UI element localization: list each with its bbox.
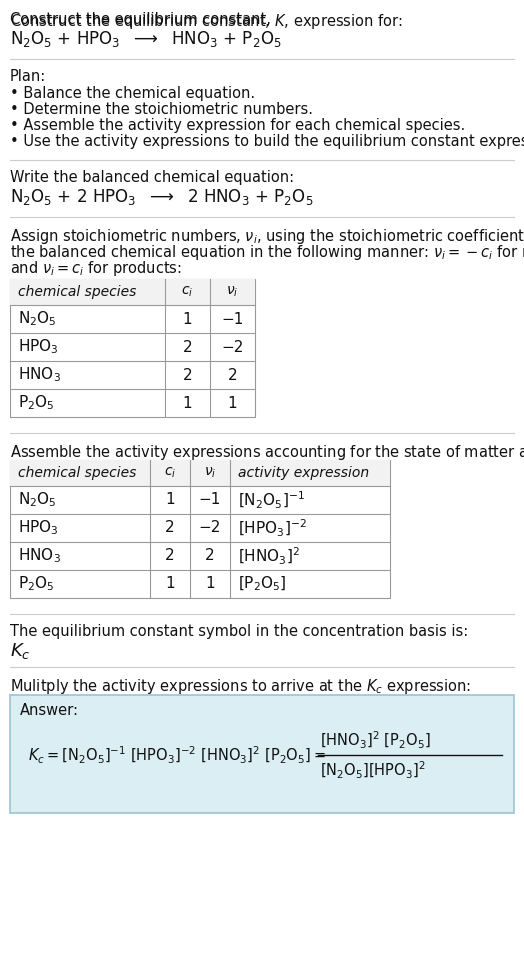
Text: $[\mathregular{HNO_3}]^2\ [\mathregular{P_2O_5}]$: $[\mathregular{HNO_3}]^2\ [\mathregular{… [320, 730, 431, 751]
Text: $K_c$: $K_c$ [10, 641, 30, 661]
Text: $[\mathregular{N_2O_5}][\mathregular{HPO_3}]^2$: $[\mathregular{N_2O_5}][\mathregular{HPO… [320, 760, 425, 781]
Text: −2: −2 [221, 339, 244, 355]
Text: $\mathregular{N_2O_5}$: $\mathregular{N_2O_5}$ [18, 310, 57, 328]
Text: 1: 1 [228, 395, 237, 410]
Text: 2: 2 [205, 549, 215, 564]
Text: Assign stoichiometric numbers, $\nu_i$, using the stoichiometric coefficients, $: Assign stoichiometric numbers, $\nu_i$, … [10, 227, 524, 246]
Text: $K_c = [\mathregular{N_2O_5}]^{-1}\ [\mathregular{HPO_3}]^{-2}\ [\mathregular{HN: $K_c = [\mathregular{N_2O_5}]^{-1}\ [\ma… [28, 744, 326, 765]
Text: 1: 1 [165, 493, 175, 507]
Text: $[\mathregular{HPO_3}]^{-2}$: $[\mathregular{HPO_3}]^{-2}$ [238, 518, 307, 539]
Text: $\mathregular{P_2O_5}$: $\mathregular{P_2O_5}$ [18, 393, 54, 412]
Text: chemical species: chemical species [18, 466, 136, 480]
FancyBboxPatch shape [10, 695, 514, 813]
Text: −1: −1 [199, 493, 221, 507]
Text: $[\mathregular{N_2O_5}]^{-1}$: $[\mathregular{N_2O_5}]^{-1}$ [238, 489, 305, 510]
Text: Assemble the activity expressions accounting for the state of matter and $\nu_i$: Assemble the activity expressions accoun… [10, 443, 524, 462]
Text: $\mathregular{N_2O_5}$ + HPO$\mathregular{_3}$  $\longrightarrow$  HNO$\mathregu: $\mathregular{N_2O_5}$ + HPO$\mathregula… [10, 29, 281, 49]
Text: 2: 2 [165, 521, 175, 535]
Text: • Balance the chemical equation.: • Balance the chemical equation. [10, 86, 255, 101]
Text: Answer:: Answer: [20, 703, 79, 718]
Text: the balanced chemical equation in the following manner: $\nu_i = -c_i$ for react: the balanced chemical equation in the fo… [10, 243, 524, 262]
Text: $c_i$: $c_i$ [164, 466, 176, 480]
Text: • Use the activity expressions to build the equilibrium constant expression.: • Use the activity expressions to build … [10, 134, 524, 149]
Text: The equilibrium constant symbol in the concentration basis is:: The equilibrium constant symbol in the c… [10, 624, 468, 639]
Text: • Determine the stoichiometric numbers.: • Determine the stoichiometric numbers. [10, 102, 313, 117]
Text: $\mathregular{N_2O_5}$: $\mathregular{N_2O_5}$ [18, 491, 57, 509]
Text: $\nu_i$: $\nu_i$ [204, 466, 216, 480]
Bar [10, 279, 255, 305]
Text: 2: 2 [228, 367, 237, 383]
Text: $\mathregular{N_2O_5}$ + 2 HPO$\mathregular{_3}$  $\longrightarrow$  2 HNO$\math: $\mathregular{N_2O_5}$ + 2 HPO$\mathregu… [10, 187, 313, 207]
Text: $\mathregular{HPO_3}$: $\mathregular{HPO_3}$ [18, 338, 59, 357]
Text: activity expression: activity expression [238, 466, 369, 480]
Text: Construct the equilibrium constant, $K$, expression for:: Construct the equilibrium constant, $K$,… [10, 12, 402, 31]
Text: • Assemble the activity expression for each chemical species.: • Assemble the activity expression for e… [10, 118, 465, 133]
Text: Mulitply the activity expressions to arrive at the $K_c$ expression:: Mulitply the activity expressions to arr… [10, 677, 471, 696]
Text: $[\mathregular{HNO_3}]^2$: $[\mathregular{HNO_3}]^2$ [238, 546, 300, 567]
Text: $c_i$: $c_i$ [181, 285, 194, 299]
Text: −2: −2 [199, 521, 221, 535]
Text: Plan:: Plan: [10, 69, 46, 84]
Text: 1: 1 [183, 395, 192, 410]
Text: $\mathregular{P_2O_5}$: $\mathregular{P_2O_5}$ [18, 574, 54, 594]
Bar [10, 279, 255, 417]
Text: chemical species: chemical species [18, 285, 136, 299]
Text: 1: 1 [183, 312, 192, 326]
Text: $\mathregular{HNO_3}$: $\mathregular{HNO_3}$ [18, 365, 61, 385]
Text: −1: −1 [221, 312, 244, 326]
Text: 1: 1 [165, 576, 175, 592]
Text: 2: 2 [165, 549, 175, 564]
Text: $\mathregular{HPO_3}$: $\mathregular{HPO_3}$ [18, 519, 59, 537]
Text: $[\mathregular{P_2O_5}]$: $[\mathregular{P_2O_5}]$ [238, 574, 287, 594]
Text: $\nu_i$: $\nu_i$ [226, 285, 239, 299]
Text: 2: 2 [183, 339, 192, 355]
Text: Construct the equilibrium constant,: Construct the equilibrium constant, [10, 12, 276, 27]
Text: 1: 1 [205, 576, 215, 592]
Text: Write the balanced chemical equation:: Write the balanced chemical equation: [10, 170, 294, 185]
Bar [10, 460, 390, 486]
Text: 2: 2 [183, 367, 192, 383]
Text: and $\nu_i = c_i$ for products:: and $\nu_i = c_i$ for products: [10, 259, 182, 278]
Text: $\mathregular{HNO_3}$: $\mathregular{HNO_3}$ [18, 547, 61, 566]
Bar [10, 460, 390, 598]
